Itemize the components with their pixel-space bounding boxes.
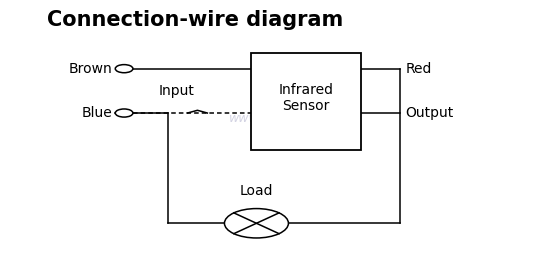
Text: Output: Output	[405, 106, 453, 120]
Circle shape	[224, 208, 289, 238]
Text: Input: Input	[159, 84, 194, 98]
Circle shape	[115, 109, 133, 117]
Text: Connection-wire diagram: Connection-wire diagram	[47, 10, 343, 30]
Text: Infrared
Sensor: Infrared Sensor	[278, 83, 334, 113]
Text: Red: Red	[405, 62, 432, 76]
Text: Load: Load	[240, 184, 273, 198]
Text: Blue: Blue	[82, 106, 113, 120]
Circle shape	[115, 64, 133, 73]
Bar	[251, 53, 361, 150]
Text: www.pdlux.com: www.pdlux.com	[229, 112, 328, 125]
Text: Brown: Brown	[69, 62, 113, 76]
